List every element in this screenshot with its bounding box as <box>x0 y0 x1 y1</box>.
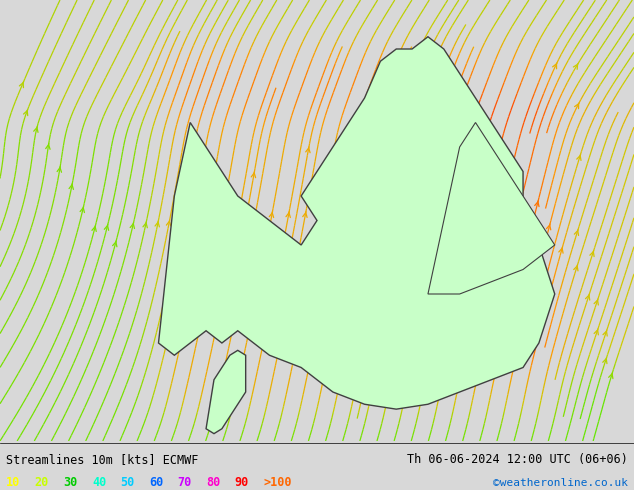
FancyArrowPatch shape <box>191 213 195 219</box>
FancyArrowPatch shape <box>251 172 256 178</box>
Text: 30: 30 <box>63 476 77 489</box>
FancyArrowPatch shape <box>573 64 578 69</box>
FancyArrowPatch shape <box>547 224 551 230</box>
FancyArrowPatch shape <box>594 329 598 335</box>
Text: Streamlines 10m [kts] ECMWF: Streamlines 10m [kts] ECMWF <box>6 453 198 466</box>
FancyArrowPatch shape <box>20 82 23 88</box>
Text: 60: 60 <box>149 476 163 489</box>
Text: 80: 80 <box>206 476 220 489</box>
FancyArrowPatch shape <box>395 140 399 146</box>
Text: ©weatheronline.co.uk: ©weatheronline.co.uk <box>493 478 628 488</box>
Text: 40: 40 <box>92 476 106 489</box>
Text: 20: 20 <box>35 476 49 489</box>
FancyArrowPatch shape <box>166 220 171 226</box>
FancyArrowPatch shape <box>57 166 61 172</box>
FancyArrowPatch shape <box>379 123 384 130</box>
FancyArrowPatch shape <box>252 212 257 218</box>
FancyArrowPatch shape <box>34 126 38 132</box>
FancyArrowPatch shape <box>204 212 209 218</box>
FancyArrowPatch shape <box>113 241 117 247</box>
Text: 70: 70 <box>178 476 191 489</box>
FancyArrowPatch shape <box>574 103 579 109</box>
FancyArrowPatch shape <box>69 183 74 190</box>
FancyArrowPatch shape <box>286 212 290 218</box>
FancyArrowPatch shape <box>130 222 134 228</box>
FancyArrowPatch shape <box>306 147 310 153</box>
FancyArrowPatch shape <box>559 247 563 253</box>
FancyArrowPatch shape <box>378 305 382 311</box>
FancyArrowPatch shape <box>424 263 429 269</box>
FancyArrowPatch shape <box>23 110 28 116</box>
Text: Th 06-06-2024 12:00 UTC (06+06): Th 06-06-2024 12:00 UTC (06+06) <box>407 453 628 466</box>
FancyArrowPatch shape <box>516 206 521 212</box>
FancyArrowPatch shape <box>105 224 108 230</box>
FancyArrowPatch shape <box>353 211 358 218</box>
FancyArrowPatch shape <box>320 212 324 218</box>
FancyArrowPatch shape <box>574 229 579 236</box>
FancyArrowPatch shape <box>303 212 307 218</box>
FancyArrowPatch shape <box>155 221 159 227</box>
FancyArrowPatch shape <box>92 225 96 231</box>
FancyArrowPatch shape <box>574 265 578 271</box>
FancyArrowPatch shape <box>220 212 224 218</box>
Polygon shape <box>206 350 246 434</box>
FancyArrowPatch shape <box>463 212 468 218</box>
Polygon shape <box>158 37 555 409</box>
FancyArrowPatch shape <box>428 176 432 182</box>
FancyArrowPatch shape <box>269 212 274 218</box>
FancyArrowPatch shape <box>481 212 485 218</box>
FancyArrowPatch shape <box>534 200 539 207</box>
FancyArrowPatch shape <box>577 154 581 160</box>
FancyArrowPatch shape <box>370 211 375 218</box>
FancyArrowPatch shape <box>408 212 412 218</box>
Polygon shape <box>428 122 555 294</box>
FancyArrowPatch shape <box>446 212 451 218</box>
FancyArrowPatch shape <box>609 372 613 379</box>
FancyArrowPatch shape <box>429 100 433 107</box>
FancyArrowPatch shape <box>337 211 340 218</box>
FancyArrowPatch shape <box>428 212 432 218</box>
FancyArrowPatch shape <box>389 212 392 218</box>
FancyArrowPatch shape <box>498 212 502 218</box>
FancyArrowPatch shape <box>553 63 557 69</box>
FancyArrowPatch shape <box>46 144 50 149</box>
FancyArrowPatch shape <box>178 219 182 225</box>
Text: >100: >100 <box>263 476 292 489</box>
FancyArrowPatch shape <box>603 358 607 364</box>
Text: 90: 90 <box>235 476 249 489</box>
FancyArrowPatch shape <box>603 330 607 336</box>
FancyArrowPatch shape <box>143 222 147 228</box>
Text: 10: 10 <box>6 476 20 489</box>
FancyArrowPatch shape <box>80 207 84 213</box>
FancyArrowPatch shape <box>590 250 594 257</box>
Text: 50: 50 <box>120 476 134 489</box>
FancyArrowPatch shape <box>594 299 598 305</box>
FancyArrowPatch shape <box>236 212 240 218</box>
FancyArrowPatch shape <box>585 294 590 300</box>
